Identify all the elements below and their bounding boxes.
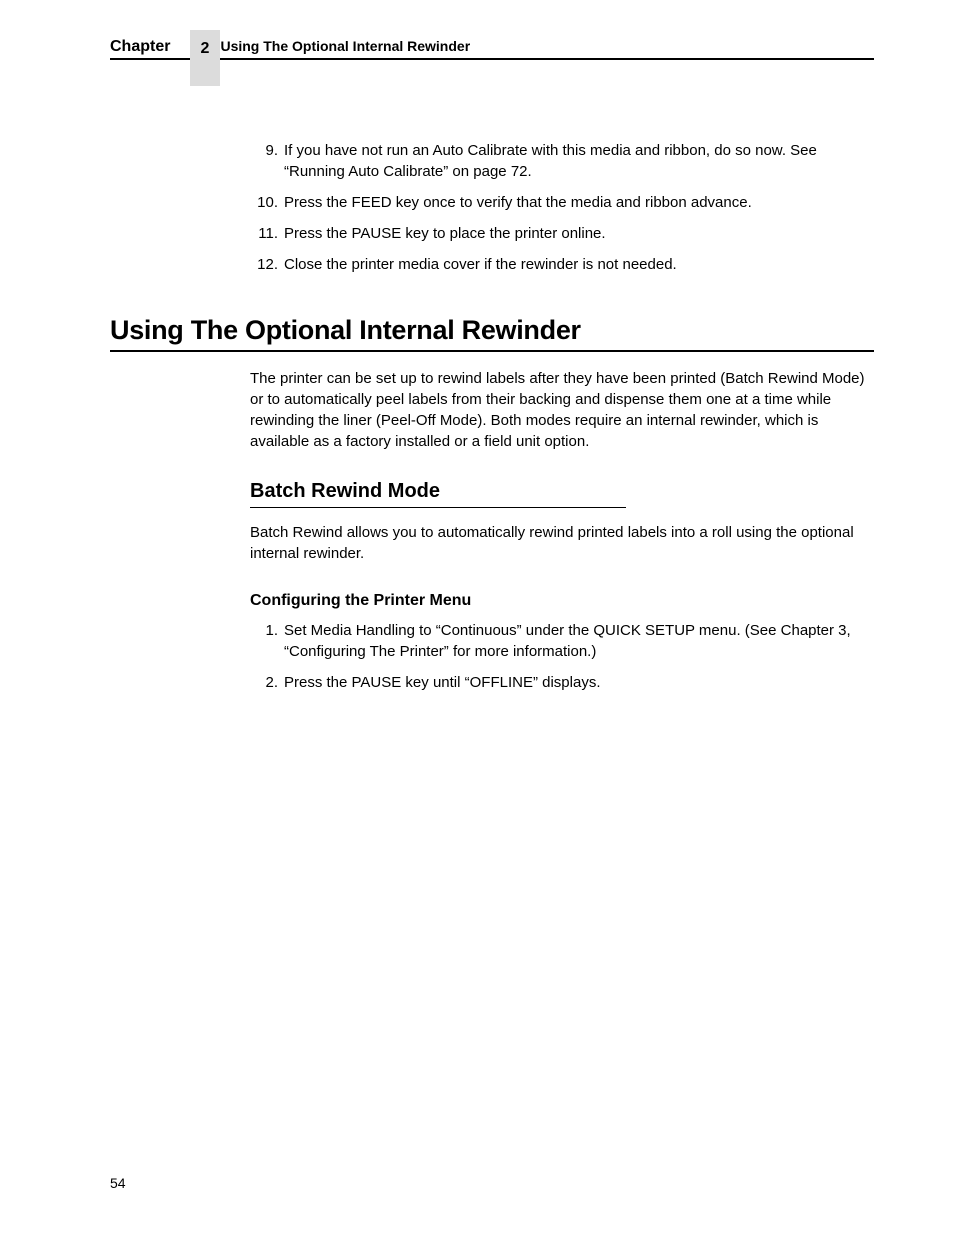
list-item-number: 12. (250, 254, 278, 275)
heading-2: Batch Rewind Mode (250, 480, 626, 508)
list-item-number: 2. (250, 672, 278, 693)
list-item: 12. Close the printer media cover if the … (250, 254, 874, 275)
page-header: Chapter 2 Using The Optional Internal Re… (110, 38, 874, 60)
chapter-label: Chapter (110, 38, 170, 56)
batch-paragraph: Batch Rewind allows you to automatically… (250, 522, 874, 564)
list-item: 9.If you have not run an Auto Calibrate … (250, 140, 874, 182)
list-item-text: Press the FEED key once to verify that t… (284, 192, 874, 213)
list-item-number: 11. (250, 223, 278, 244)
heading-1: Using The Optional Internal Rewinder (110, 315, 874, 352)
header-title: Using The Optional Internal Rewinder (220, 38, 470, 54)
intro-paragraph: The printer can be set up to rewind labe… (250, 368, 874, 452)
top-numbered-list: 9.If you have not run an Auto Calibrate … (250, 140, 874, 275)
list-item-text: Close the printer media cover if the rew… (284, 254, 874, 275)
list-item: 1.Set Media Handling to “Continuous” und… (250, 620, 874, 662)
list-item-text: Press the PAUSE key until “OFFLINE” disp… (284, 672, 874, 693)
page-number: 54 (110, 1175, 126, 1191)
list-item: 10. Press the FEED key once to verify tha… (250, 192, 874, 213)
list-item: 2. Press the PAUSE key until “OFFLINE” di… (250, 672, 874, 693)
document-page: Chapter 2 Using The Optional Internal Re… (0, 0, 954, 1235)
list-item-number: 1. (250, 620, 278, 662)
list-item-text: Press the PAUSE key to place the printer… (284, 223, 874, 244)
heading-3: Configuring the Printer Menu (250, 592, 874, 610)
chapter-number-box: 2 (190, 30, 220, 86)
list-item: 11. Press the PAUSE key to place the prin… (250, 223, 874, 244)
list-item-number: 10. (250, 192, 278, 213)
chapter-number: 2 (201, 40, 210, 58)
config-list: 1.Set Media Handling to “Continuous” und… (250, 620, 874, 693)
list-item-text: If you have not run an Auto Calibrate wi… (284, 140, 874, 182)
list-item-number: 9. (250, 140, 278, 182)
list-item-text: Set Media Handling to “Continuous” under… (284, 620, 874, 662)
main-content: The printer can be set up to rewind labe… (250, 368, 874, 693)
